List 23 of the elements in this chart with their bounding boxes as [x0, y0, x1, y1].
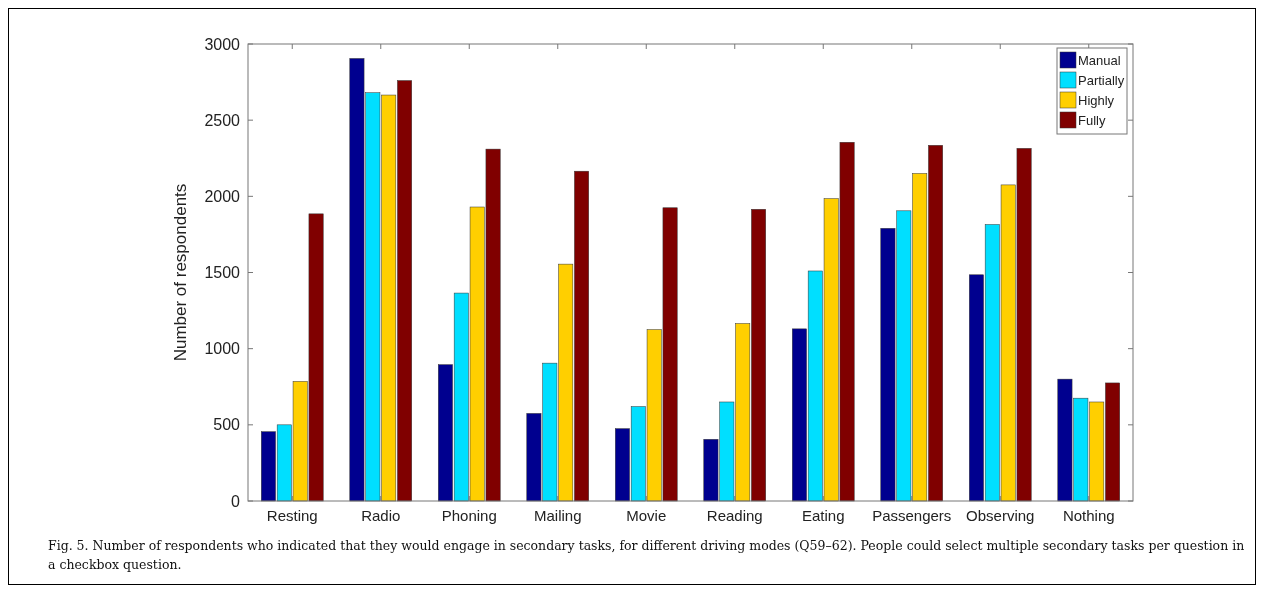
y-tick-label: 500 — [213, 416, 241, 434]
x-tick-label: Nothing — [1062, 507, 1115, 524]
legend-label: Highly — [1078, 92, 1115, 108]
x-tick-label: Movie — [626, 507, 667, 524]
x-tick-label: Resting — [266, 507, 318, 524]
y-tick-label: 3000 — [204, 35, 241, 53]
y-tick-label: 1500 — [204, 264, 241, 282]
x-tick-label: Eating — [801, 507, 845, 524]
y-tick-label: 1000 — [204, 340, 241, 358]
x-tick-label: Phoning — [441, 507, 497, 524]
x-tick-label: Radio — [361, 507, 401, 524]
y-tick-label: 0 — [231, 492, 241, 510]
y-tick-label: 2500 — [204, 111, 241, 129]
x-tick-label: Mailing — [533, 507, 582, 524]
legend-label: Fully — [1078, 112, 1106, 128]
x-tick-label: Reading — [706, 507, 763, 524]
y-tick-label: 2000 — [204, 187, 241, 205]
x-tick-label: Observing — [966, 507, 1035, 524]
legend-label: Manual — [1078, 52, 1121, 68]
y-axis-title: Number of respondents — [171, 183, 190, 362]
legend-label: Partially — [1078, 72, 1125, 88]
caption: Fig. 5. Number of respondents who indicated that they would engage in secondary tasks, for different driving modes (Q59–62). People could select multiple secondary tasks per question in a checkbox question. — [48, 537, 1246, 574]
x-tick-label: Passengers — [872, 507, 952, 524]
